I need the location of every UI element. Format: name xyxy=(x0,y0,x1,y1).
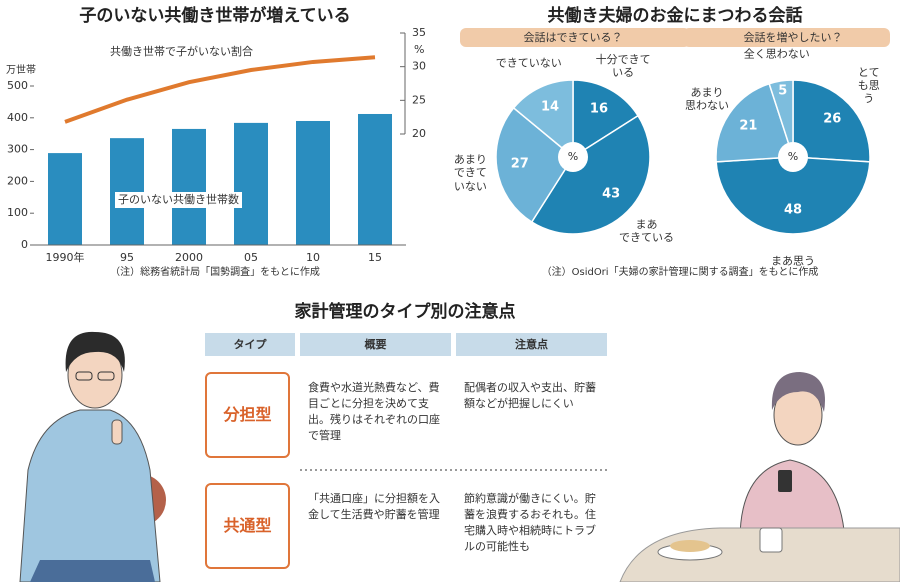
y-tick-label: 200 xyxy=(7,174,28,187)
y-unit: 万世帯 xyxy=(6,65,36,76)
line xyxy=(64,55,376,124)
pie-category-label: まあ思う xyxy=(771,254,815,268)
y-tick-label: 100 xyxy=(7,206,28,219)
bar xyxy=(110,138,144,245)
pie-slice xyxy=(715,82,795,163)
y-tick-label: 500 xyxy=(7,79,28,92)
table-header: 注意点 xyxy=(456,333,607,356)
y2-tick-label: 30 xyxy=(412,60,426,73)
pie-slice xyxy=(512,79,574,159)
x-tick-label: 1990年 xyxy=(46,250,85,264)
pie-value-label: 16 xyxy=(589,101,608,117)
table-header: 概要 xyxy=(300,333,451,356)
bar xyxy=(296,120,330,245)
x-tick-label: 10 xyxy=(306,251,320,264)
pie-value-label: 14 xyxy=(541,99,560,115)
y2-unit: % xyxy=(414,43,424,56)
pie-center xyxy=(778,142,808,172)
pie-value-label: 21 xyxy=(739,118,758,134)
pie-subtitle: 会話を増やしたい？ xyxy=(743,31,843,44)
pie-slice xyxy=(530,114,651,235)
pie-category-label: 全く思わない xyxy=(743,47,810,61)
x-tick-label: 15 xyxy=(368,251,382,264)
pie-slice xyxy=(792,79,871,163)
y-tick-label: 400 xyxy=(7,111,28,124)
table-cell: 節約意識が働きにくい。貯蓄を浪費するおそれも。住宅購入時や相続時にトラブルの可能… xyxy=(464,492,596,553)
table-cell: 配偶者の収入や支出、貯蓄額などが把握しにくい xyxy=(464,381,596,410)
type-label: 分担型 xyxy=(205,372,290,458)
x-tick-label: 05 xyxy=(244,251,258,264)
table-cell: 食費や水道光熱費など、費目ごとに分担を決めて支出。残りはそれぞれの口座で管理 xyxy=(308,381,440,442)
pie-slice xyxy=(495,106,574,224)
y-tick-label: 300 xyxy=(7,143,28,156)
pie-category-label: まあ できている xyxy=(619,217,674,244)
chart-note: （注）総務省統計局「国勢調査」をもとに作成 xyxy=(110,267,320,278)
table-cell: 「共通口座」に分担額を入金して生活費や貯蓄を管理 xyxy=(308,492,440,521)
series-label: 子のいない共働き世帯数 xyxy=(115,192,242,208)
subtitle-bg xyxy=(683,28,890,47)
panel-note: （注）OsidOri「夫婦の家計管理に関する調査」をもとに作成 xyxy=(541,267,819,278)
type-label: 共通型 xyxy=(205,483,290,569)
x-tick-label: 2000 xyxy=(175,251,203,264)
x-tick-label: 95 xyxy=(120,251,134,264)
pie-unit: % xyxy=(568,150,578,163)
chart-title: 子のいない共働き世帯が増えている xyxy=(79,6,351,26)
pie-category-label: あまり 思わない xyxy=(685,85,730,112)
y-tick-label: 0 xyxy=(21,238,28,251)
pie-value-label: 48 xyxy=(783,202,803,218)
panel-title: 共働き夫婦のお金にまつわる会話 xyxy=(547,6,803,26)
table-title: 家計管理のタイプ別の注意点 xyxy=(294,302,516,322)
series-label: 共働き世帯で子がいない割合 xyxy=(110,45,253,58)
pie-category-label: 十分できて いる xyxy=(595,52,651,79)
illustration-woman-left xyxy=(19,331,166,582)
pie-category-label: とても思う xyxy=(857,66,880,106)
pie-category-label: あまり できて いない xyxy=(453,153,487,193)
illustration-woman-right xyxy=(619,372,900,582)
pie-slice xyxy=(768,79,794,158)
y2-tick-label: 35 xyxy=(412,26,426,39)
bar xyxy=(48,153,82,245)
pie-value-label: 5 xyxy=(778,83,788,99)
bar xyxy=(172,128,206,245)
pie-slice xyxy=(715,156,871,235)
subtitle-bg xyxy=(460,28,690,47)
pie-slice xyxy=(572,79,640,159)
pie-center xyxy=(558,142,588,172)
pie-unit: % xyxy=(788,150,798,163)
pie-value-label: 43 xyxy=(602,186,621,202)
bar xyxy=(234,122,268,245)
y2-tick-label: 25 xyxy=(412,93,426,106)
y2-tick-label: 20 xyxy=(412,127,426,140)
pie-subtitle: 会話はできている？ xyxy=(523,31,623,44)
bar xyxy=(358,113,392,245)
table-header: タイプ xyxy=(205,333,295,356)
pie-value-label: 27 xyxy=(510,157,529,172)
pie-category-label: できていない xyxy=(495,56,562,70)
pie-value-label: 26 xyxy=(823,111,842,127)
